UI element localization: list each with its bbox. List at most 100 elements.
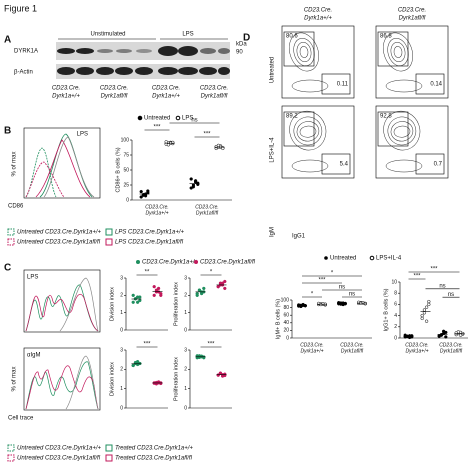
lane-label: Dyrk1a+/+ (152, 94, 180, 100)
kda-marker: 90 (236, 50, 243, 56)
contour (299, 46, 309, 58)
row-label: Untreated (270, 57, 276, 83)
x-category: CD23.Cre. (405, 342, 429, 348)
lane-label: Dyrk1afl/fl (101, 94, 128, 100)
contour (393, 125, 411, 138)
lane-label: CD23.Cre. (200, 86, 228, 92)
sig-label: *** (153, 125, 161, 131)
y-axis-label: Proliferation index (173, 282, 179, 326)
contour (390, 121, 414, 142)
y-tick-label: 20 (283, 328, 289, 334)
sig-label: ns (448, 292, 454, 298)
sig-label: *** (318, 278, 326, 284)
dot (216, 143, 221, 148)
dot (138, 295, 142, 299)
gate-value: 5.4 (340, 162, 349, 168)
contour (382, 32, 414, 72)
panel-letter: D (243, 33, 250, 44)
y-tick-label: 40 (283, 320, 289, 326)
contour (393, 46, 403, 58)
legend-label: LPS CD23.Cre.Dyrk1afl/fl (115, 240, 184, 246)
panel-letter: B (4, 126, 11, 137)
y-tick-label: 10 (391, 279, 397, 285)
y-tick-label: 8 (394, 291, 397, 297)
sig-label: *** (143, 342, 151, 348)
y-tick-label: 1 (184, 310, 187, 316)
figure-title: Figure 1 (4, 3, 37, 13)
dot (444, 335, 448, 339)
y-tick-label: 0 (286, 335, 289, 341)
y-tick-label: 6 (394, 302, 397, 308)
dot (422, 311, 427, 315)
legend-label: LPS (182, 116, 193, 122)
dot (216, 285, 220, 289)
x-category: CD23.Cre. (340, 342, 364, 348)
gate (283, 31, 315, 67)
contour (390, 42, 406, 62)
x-category: Dyrk1afl/fl (341, 348, 364, 354)
contour (299, 125, 317, 138)
contour (385, 79, 423, 93)
y-tick-label: 1 (120, 310, 123, 316)
y-tick-label: 0 (394, 335, 397, 341)
y-axis-label: Division index (109, 287, 115, 321)
blot-header: Unstimulated (90, 32, 125, 38)
hist-label: LPS (77, 132, 88, 138)
legend-label: CD23.Cre.Dyrk1afl/fl (200, 260, 256, 266)
kda-unit: kDa (236, 42, 247, 48)
dot (131, 293, 135, 297)
y-tick-label: 60 (283, 313, 289, 319)
legend-label: LPS CD23.Cre.Dyrk1a+/+ (115, 230, 185, 236)
sig-label: ns (191, 118, 197, 124)
legend-swatch (7, 238, 15, 246)
dot (223, 279, 227, 284)
legend-label: CD23.Cre.Dyrk1a+/+ (142, 260, 199, 266)
y-tick-label: 2 (184, 293, 187, 299)
axis-label: IgG1 (292, 234, 306, 240)
dot (199, 291, 204, 296)
contour (387, 116, 417, 146)
column-header: Dyrk1afl/fl (399, 16, 426, 22)
sig-label: *** (430, 267, 438, 273)
axis-label: IgM (270, 227, 276, 237)
dot (131, 300, 135, 304)
blot-row-label: β-Actin (14, 70, 33, 76)
y-tick-label: 100 (121, 137, 130, 143)
dot (441, 329, 446, 333)
dot (422, 308, 427, 312)
y-tick-label: 25 (123, 182, 129, 188)
flow-frame (375, 25, 449, 99)
sig-label: ns (439, 283, 445, 289)
dot (146, 189, 150, 193)
axis-label: CD86 (8, 204, 24, 210)
contour (291, 79, 329, 93)
y-tick-label: 3 (184, 347, 187, 353)
dot (202, 286, 206, 291)
legend-swatch (7, 228, 15, 236)
legend-label: Treated CD23.Cre.Dyrk1a+/+ (115, 446, 193, 452)
y-axis-label: Proliferation index (173, 357, 179, 401)
contour (293, 116, 323, 146)
gate (415, 73, 445, 95)
gate (377, 31, 409, 67)
dot (223, 286, 227, 291)
dot (410, 334, 414, 338)
dot (424, 319, 429, 323)
x-category: CD23.Cre. (439, 342, 463, 348)
histogram-frame (23, 127, 101, 199)
legend-swatch (105, 228, 113, 236)
dot (420, 316, 424, 321)
y-axis-label: IgM+ B cells (%) (275, 299, 281, 339)
dot (197, 288, 202, 292)
dot (189, 177, 193, 181)
legend-label: Untreated CD23.Cre.Dyrk1a+/+ (17, 230, 102, 236)
lane-label: CD23.Cre. (100, 86, 128, 92)
contour (288, 32, 320, 72)
legend-label: Untreated CD23.Cre.Dyrk1a+/+ (17, 446, 102, 452)
y-tick-label: 2 (120, 367, 123, 373)
gate (415, 153, 445, 175)
y-tick-label: 2 (394, 324, 397, 330)
legend-swatch (105, 444, 113, 452)
gate (283, 111, 315, 147)
histogram-frame (23, 269, 101, 333)
